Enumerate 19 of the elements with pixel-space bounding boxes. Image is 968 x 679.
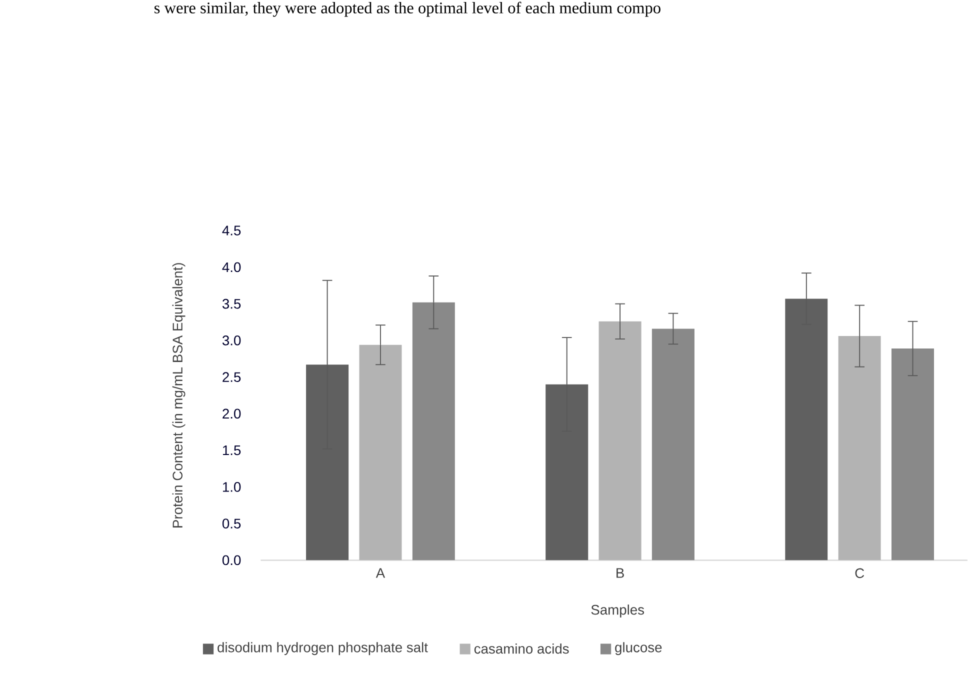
y-tick-label: 2.0	[222, 408, 241, 419]
y-axis-title: Protein Content (in mg/mL BSA Equivalent)	[172, 263, 186, 528]
text: s were similar, they were adopted as the optimal level of each medium compo	[154, 2, 660, 17]
y-tick-label: 4.0	[222, 262, 241, 272]
y-tick-label: 1.0	[222, 482, 241, 492]
x-tick-label: B	[616, 568, 624, 578]
y-tick-label: 2.5	[222, 372, 241, 382]
x-axis-title: Samples	[591, 604, 644, 618]
legend-label: glucose	[615, 642, 662, 656]
x-tick-label: C	[855, 568, 864, 578]
y-tick-label: 0.0	[222, 555, 241, 566]
legend-label: casamino acids	[474, 644, 569, 654]
x-tick-label: A	[376, 568, 386, 578]
y-tick-label: 1.5	[222, 446, 241, 456]
y-tick-label: 4.5	[222, 226, 241, 236]
y-tick-label: 3.0	[222, 336, 241, 346]
y-tick-label: 3.5	[222, 298, 241, 309]
legend-label: disodium hydrogen phosphate salt	[218, 642, 428, 656]
y-tick-label: 0.5	[222, 518, 241, 529]
